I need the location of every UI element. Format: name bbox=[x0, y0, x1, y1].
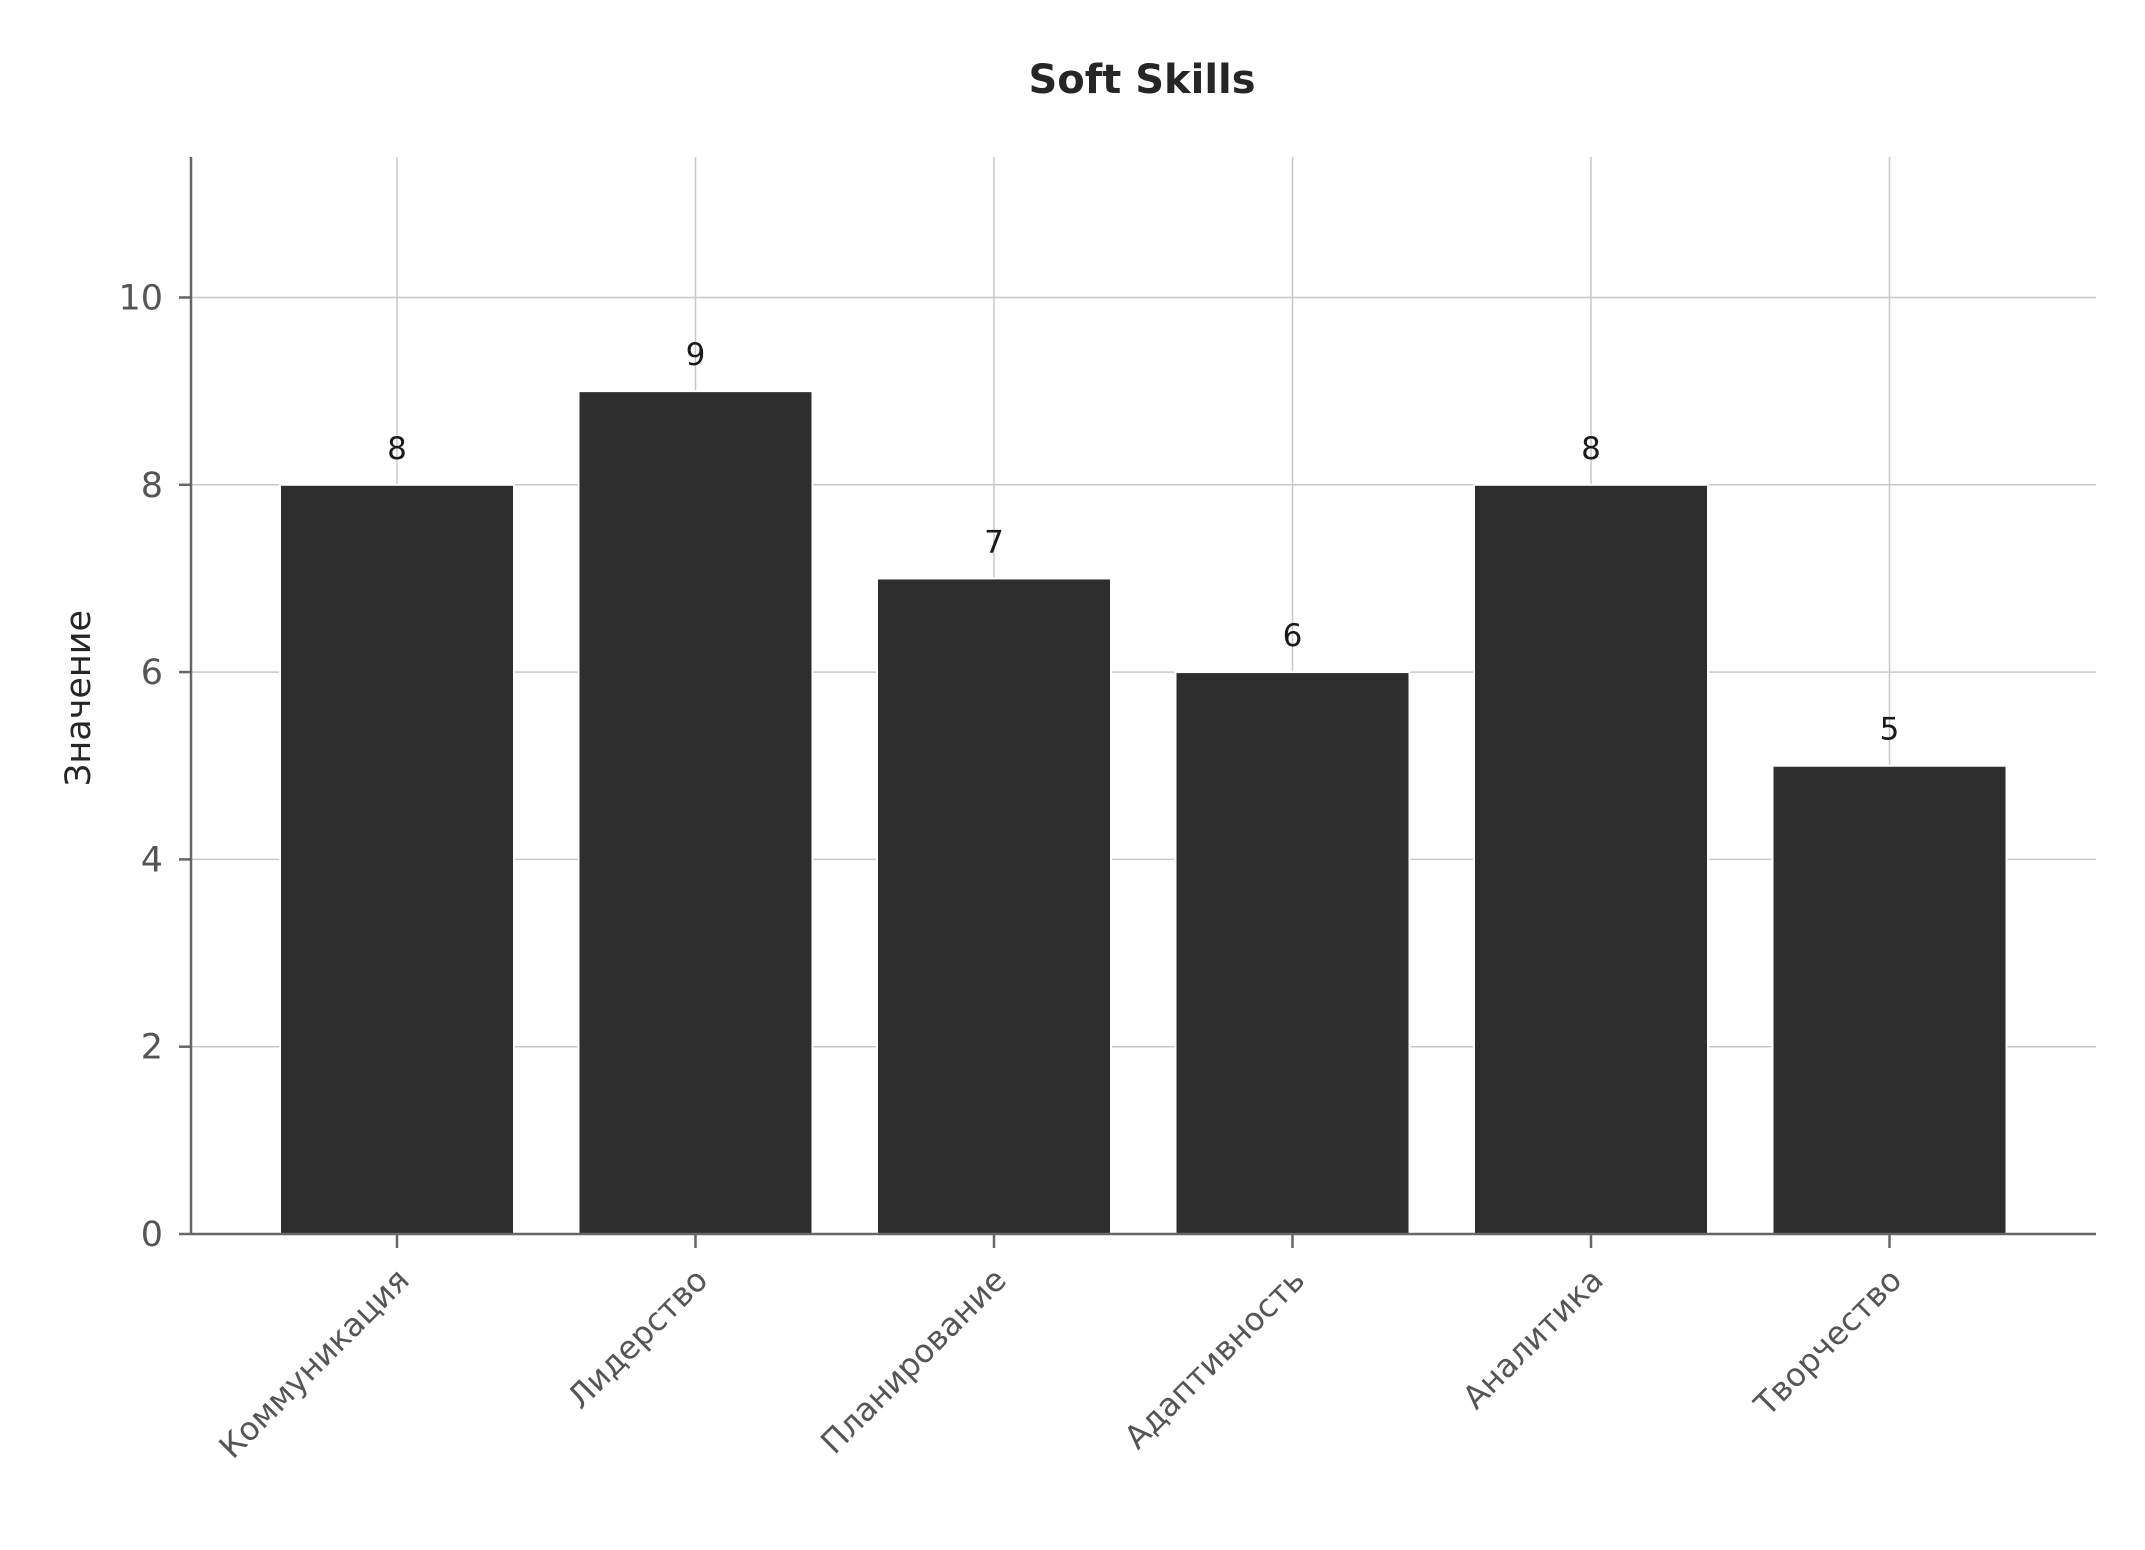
y-tick-label: 10 bbox=[118, 278, 163, 318]
y-tick-label: 6 bbox=[141, 653, 163, 693]
data-label: 8 bbox=[1581, 431, 1601, 467]
axes bbox=[179, 157, 2096, 1248]
x-tick-label: Планирование bbox=[813, 1261, 1014, 1462]
bar-4 bbox=[1174, 671, 1411, 1235]
bar-5 bbox=[1473, 483, 1709, 1236]
chart-title: Soft Skills bbox=[1028, 57, 1255, 103]
x-tick-label: Лидерство bbox=[560, 1261, 715, 1416]
data-label: 6 bbox=[1283, 618, 1303, 654]
data-labels: 8 9 7 6 8 5 bbox=[387, 337, 1899, 748]
x-tick-label: Аналитика bbox=[1455, 1261, 1611, 1417]
x-tick-label: Коммуникация bbox=[212, 1261, 417, 1466]
y-axis-label: Значение bbox=[59, 610, 99, 786]
bar-1 bbox=[279, 483, 515, 1236]
data-label: 7 bbox=[984, 524, 1004, 560]
x-tick-label: Адаптивность bbox=[1117, 1261, 1312, 1456]
x-tick-label: Творчество bbox=[1746, 1261, 1909, 1424]
data-label: 5 bbox=[1880, 712, 1900, 748]
bar-3 bbox=[876, 577, 1112, 1235]
y-tick-label: 0 bbox=[141, 1215, 163, 1255]
y-tick-label: 2 bbox=[141, 1028, 163, 1068]
y-tick-label: 4 bbox=[141, 840, 163, 880]
bars bbox=[279, 390, 2008, 1236]
bar-6 bbox=[1771, 764, 2008, 1235]
bar-2 bbox=[577, 390, 814, 1235]
data-label: 9 bbox=[686, 337, 706, 373]
y-tick-label: 8 bbox=[141, 466, 163, 506]
data-label: 8 bbox=[387, 431, 407, 467]
